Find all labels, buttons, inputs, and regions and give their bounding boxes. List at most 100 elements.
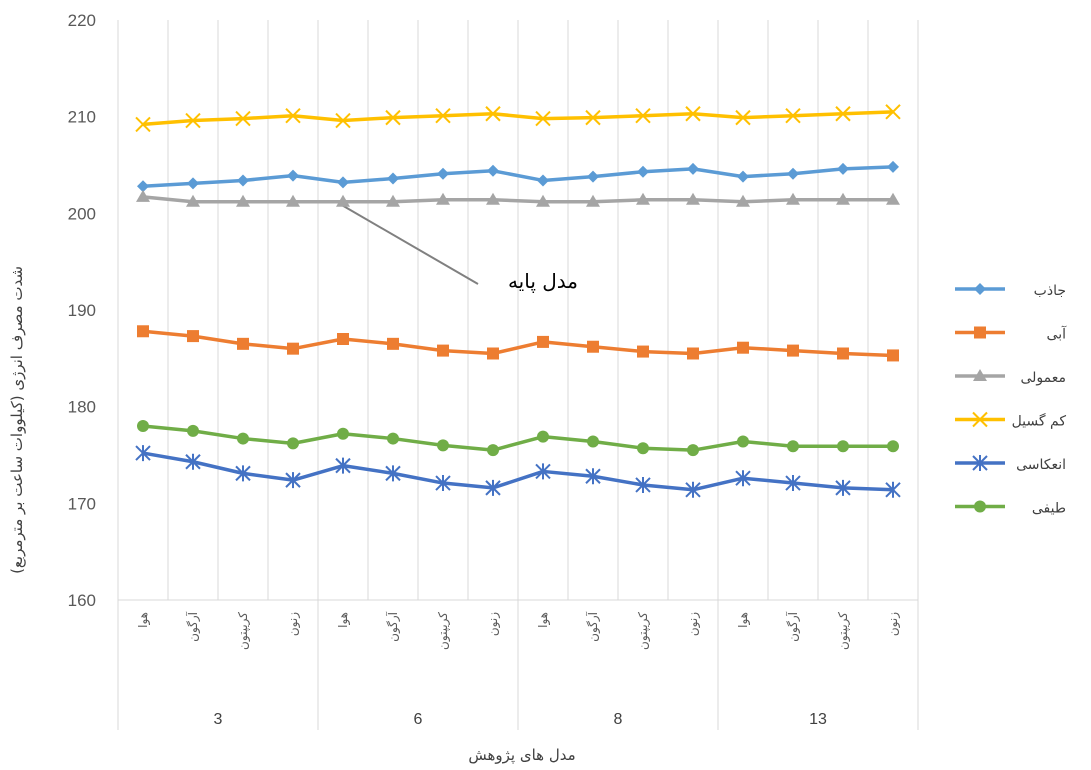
data-point — [786, 192, 800, 205]
data-point — [885, 104, 901, 120]
data-point — [535, 110, 551, 127]
legend-label: آبی — [1047, 326, 1068, 343]
data-point — [285, 107, 301, 124]
data-point — [887, 440, 899, 453]
x-category-label: کریپتون — [636, 612, 651, 650]
series-x — [135, 104, 901, 133]
x-category-label: آرگون — [385, 611, 401, 642]
data-point — [437, 344, 449, 357]
legend-marker — [972, 411, 988, 428]
data-point — [337, 176, 349, 189]
data-point — [285, 472, 301, 489]
data-point — [586, 194, 600, 207]
legend-marker — [974, 326, 986, 339]
data-point — [137, 325, 149, 338]
data-point — [385, 465, 401, 482]
data-point — [787, 440, 799, 453]
data-point — [536, 194, 550, 207]
x-category-label: زنون — [886, 612, 901, 636]
x-group-label: 8 — [614, 711, 623, 728]
y-tick-label: 170 — [68, 494, 96, 513]
data-point — [135, 116, 151, 133]
data-point — [585, 468, 601, 485]
data-point — [437, 439, 449, 452]
data-point — [587, 170, 599, 183]
data-point — [735, 470, 751, 487]
data-point — [737, 435, 749, 448]
x-group-labels: 3 6 8 13 — [214, 711, 827, 728]
data-point — [436, 192, 450, 205]
data-point — [736, 194, 750, 207]
data-point — [887, 349, 899, 362]
legend-item: انعکاسی — [955, 455, 1066, 473]
data-point — [637, 345, 649, 358]
x-category-label: هوا — [336, 612, 351, 628]
data-point — [537, 174, 549, 187]
legend-marker — [974, 283, 986, 295]
data-point — [686, 192, 700, 205]
data-point — [636, 192, 650, 205]
legend-label: کم گسیل — [1012, 413, 1067, 430]
data-point — [587, 340, 599, 353]
data-point — [837, 162, 849, 175]
data-point — [837, 347, 849, 360]
series-triangle — [136, 189, 900, 207]
legend-label: انعکاسی — [1016, 457, 1066, 473]
data-point — [886, 192, 900, 205]
data-point — [687, 162, 699, 175]
data-point — [386, 194, 400, 207]
data-point — [237, 337, 249, 350]
data-point — [387, 432, 399, 445]
data-point — [487, 444, 499, 457]
data-point — [337, 427, 349, 440]
series-line — [142, 451, 894, 492]
data-point — [237, 432, 249, 445]
x-category-label: زنون — [286, 612, 301, 636]
data-point — [885, 481, 901, 498]
annotation-label: مدل پایه — [508, 269, 578, 294]
data-point — [185, 453, 201, 470]
data-point — [287, 342, 299, 355]
series-line — [142, 329, 894, 358]
data-point — [387, 337, 399, 350]
data-point — [137, 180, 149, 193]
data-point — [737, 170, 749, 183]
data-point — [335, 457, 351, 474]
data-point — [685, 481, 701, 498]
y-tick-label: 220 — [68, 11, 96, 30]
legend-label: طیفی — [1032, 501, 1066, 517]
data-point — [385, 109, 401, 126]
data-point — [286, 194, 300, 207]
y-tick-label: 160 — [68, 591, 96, 610]
data-point — [836, 192, 850, 205]
x-category-label: کریپتون — [236, 612, 251, 650]
data-point — [236, 194, 250, 207]
data-point — [185, 112, 201, 129]
x-category-label: زنون — [486, 612, 501, 636]
data-point — [637, 442, 649, 455]
data-point — [337, 333, 349, 345]
legend-item: معمولی — [955, 369, 1066, 386]
x-category-label: هوا — [736, 612, 751, 628]
data-point — [687, 444, 699, 457]
y-axis-ticks: 160 170 180 190 200 210 220 — [68, 11, 96, 610]
legend-marker — [974, 500, 986, 513]
data-point — [335, 112, 351, 129]
y-axis-title: شدت مصرف انرژی (کیلووات ساعت بر مترمربع) — [8, 266, 26, 574]
data-point — [235, 110, 251, 127]
data-point — [187, 177, 199, 190]
data-point — [735, 109, 751, 126]
data-point — [835, 106, 851, 122]
series-square — [137, 325, 899, 362]
data-point — [287, 437, 299, 450]
series-line — [142, 195, 893, 204]
data-point — [637, 165, 649, 178]
x-category-label: زنون — [686, 612, 701, 636]
x-category-label: کریپتون — [836, 612, 851, 650]
x-axis-title: مدل های پژوهش — [468, 746, 575, 765]
x-group-label: 13 — [809, 711, 827, 728]
legend-item: طیفی — [955, 500, 1066, 517]
data-point — [537, 335, 549, 348]
data-point — [535, 463, 551, 480]
